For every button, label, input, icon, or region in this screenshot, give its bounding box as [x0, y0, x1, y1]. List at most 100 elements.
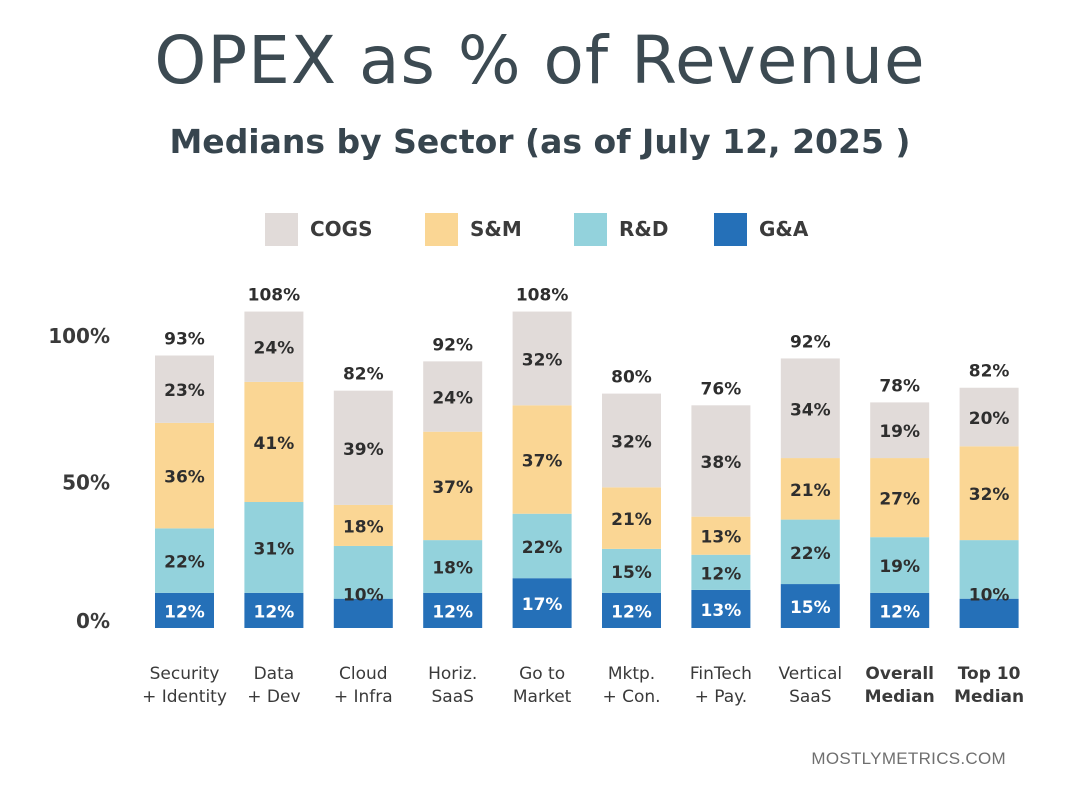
data-label: 12% [701, 564, 742, 584]
bar-segment-ga [780, 584, 840, 628]
data-label: 41% [254, 434, 295, 454]
data-label: 13% [701, 528, 742, 548]
data-label: 39% [343, 440, 384, 460]
bar-segment-sm [244, 381, 304, 503]
bar-segment-sm [870, 458, 930, 538]
data-label: 32% [969, 485, 1010, 505]
data-label: 15% [611, 563, 652, 583]
total-label: 78% [879, 376, 920, 396]
bar-segment-rd [870, 537, 930, 593]
category-label: Median [865, 687, 935, 707]
category-label: Market [513, 687, 572, 707]
bar-segment-ga [959, 598, 1019, 628]
total-label: 108% [516, 286, 569, 306]
legend-label-cogs: COGS [310, 217, 373, 241]
total-label: 80% [611, 368, 652, 388]
bar-segment-ga [244, 592, 304, 628]
category-label: Security [150, 664, 220, 684]
category-label: + Con. [602, 687, 660, 707]
bar-segment-cogs [333, 390, 393, 505]
category-label: + Dev [247, 687, 300, 707]
bar-segment-sm [512, 405, 572, 514]
category-label: Overall [865, 664, 934, 684]
legend-label-sm: S&M [470, 217, 522, 241]
bar-segment-cogs [155, 355, 214, 423]
data-label: 31% [254, 539, 295, 559]
data-label: 19% [879, 422, 920, 442]
bar-segment-sm [691, 516, 751, 555]
y-tick-label: 0% [76, 609, 110, 633]
legend-swatch-rd [574, 213, 607, 246]
data-label: 20% [969, 409, 1010, 429]
category-label: Data [254, 664, 295, 684]
category-label: SaaS [431, 687, 473, 707]
bar-segment-ga [870, 592, 930, 628]
category-label: Go to [519, 664, 565, 684]
data-label: 12% [611, 602, 652, 622]
category-label: + Pay. [695, 687, 748, 707]
data-label: 15% [790, 598, 831, 618]
total-label: 76% [701, 379, 742, 399]
bar-segment-ga [602, 592, 661, 628]
data-label: 37% [522, 452, 563, 472]
data-label: 23% [164, 381, 205, 401]
data-label: 17% [522, 595, 563, 615]
data-label: 12% [254, 602, 295, 622]
category-label: Cloud [339, 664, 388, 684]
bar-segment-cogs [691, 405, 751, 517]
category-label: Mktp. [608, 664, 655, 684]
data-label: 24% [254, 339, 295, 359]
category-label: Top 10 [958, 664, 1021, 684]
data-label: 36% [164, 468, 205, 488]
legend-label-rd: R&D [619, 217, 669, 241]
bar-segment-cogs [423, 361, 483, 432]
bar-segment-rd [959, 540, 1019, 599]
bar-segment-rd [512, 513, 572, 579]
bar-segment-ga [691, 589, 751, 628]
bar-segment-ga [333, 598, 393, 628]
data-label: 22% [164, 553, 205, 573]
bar-segment-sm [423, 431, 483, 541]
y-tick-label: 50% [62, 471, 110, 495]
data-label: 18% [343, 517, 384, 537]
data-label: 10% [343, 586, 384, 606]
data-label: 21% [790, 481, 831, 501]
bar-segment-cogs [780, 358, 840, 459]
category-label: SaaS [789, 687, 831, 707]
data-label: 12% [432, 602, 473, 622]
bar-segment-cogs [959, 387, 1019, 447]
data-label: 32% [522, 350, 563, 370]
data-label: 34% [790, 400, 831, 420]
bar-segment-rd [155, 528, 214, 593]
legend-swatch-ga [714, 213, 747, 246]
legend: COGS S&M R&D G&A [0, 213, 1080, 247]
bar-segment-rd [244, 502, 304, 593]
bar-segment-rd [780, 519, 840, 585]
category-label: Median [954, 687, 1024, 707]
bar-segment-sm [333, 504, 393, 546]
data-label: 38% [701, 453, 742, 473]
data-label: 24% [432, 389, 473, 409]
total-label: 93% [164, 330, 205, 350]
legend-swatch-cogs [265, 213, 298, 246]
bar-segment-rd [602, 548, 661, 593]
bar-segment-ga [155, 592, 214, 628]
total-label: 92% [790, 332, 831, 352]
bar-segment-cogs [512, 311, 572, 406]
bar-segment-rd [333, 545, 393, 599]
bar-segment-cogs [602, 393, 661, 488]
bar-segment-ga [512, 578, 572, 628]
data-label: 22% [522, 538, 563, 558]
bar-segment-sm [155, 422, 214, 529]
bar-segment-rd [691, 554, 751, 590]
data-label: 37% [432, 478, 473, 498]
category-label: + Identity [142, 687, 227, 707]
bar-segment-rd [423, 540, 483, 593]
bar-segment-sm [959, 446, 1019, 541]
chart-title: OPEX as % of Revenue [154, 22, 926, 99]
total-label: 92% [432, 335, 473, 355]
category-label: FinTech [690, 664, 752, 684]
data-label: 27% [879, 490, 920, 510]
data-label: 12% [164, 602, 205, 622]
legend-label-ga: G&A [759, 217, 809, 241]
